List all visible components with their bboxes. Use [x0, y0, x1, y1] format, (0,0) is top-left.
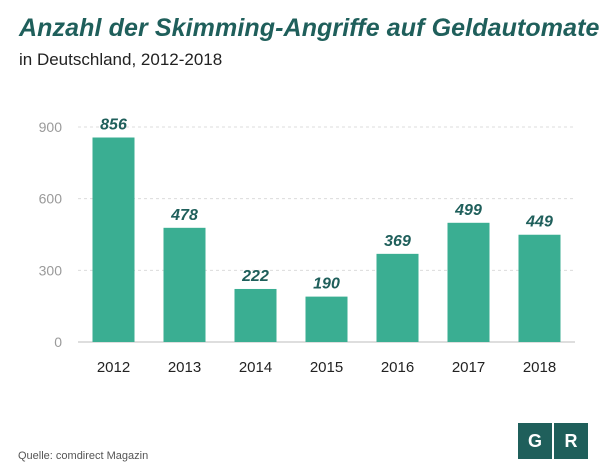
x-tick-label: 2016 [381, 359, 414, 376]
x-tick-label: 2012 [97, 359, 130, 376]
gr-logo: G R [518, 423, 588, 459]
chart-subtitle: in Deutschland, 2012-2018 [19, 50, 223, 69]
x-tick-label: 2017 [452, 359, 485, 376]
bar [92, 137, 135, 342]
bar [305, 296, 348, 342]
data-label: 449 [525, 214, 553, 231]
bar [518, 234, 561, 342]
bar [447, 222, 490, 342]
bar [163, 227, 206, 342]
y-tick-label: 300 [39, 262, 63, 278]
source-note: Quelle: comdirect Magazin [18, 450, 149, 462]
chart-title: Anzahl der Skimming-Angriffe auf Geldaut… [19, 14, 600, 42]
y-tick-label: 600 [39, 191, 63, 207]
data-label: 222 [241, 268, 269, 285]
data-label: 478 [170, 207, 198, 224]
y-tick-label: 900 [39, 119, 63, 135]
bar [234, 288, 277, 342]
logo-letter-g: G [518, 423, 552, 459]
data-label: 190 [313, 276, 340, 293]
x-tick-label: 2018 [523, 359, 556, 376]
x-tick-label: 2014 [239, 359, 272, 376]
data-label: 499 [454, 202, 482, 219]
x-tick-label: 2013 [168, 359, 201, 376]
data-label: 856 [100, 117, 127, 134]
bar [376, 253, 419, 342]
data-label: 369 [384, 233, 411, 250]
y-tick-label: 0 [54, 334, 62, 350]
logo-letter-r: R [554, 423, 588, 459]
x-tick-label: 2015 [310, 359, 343, 376]
